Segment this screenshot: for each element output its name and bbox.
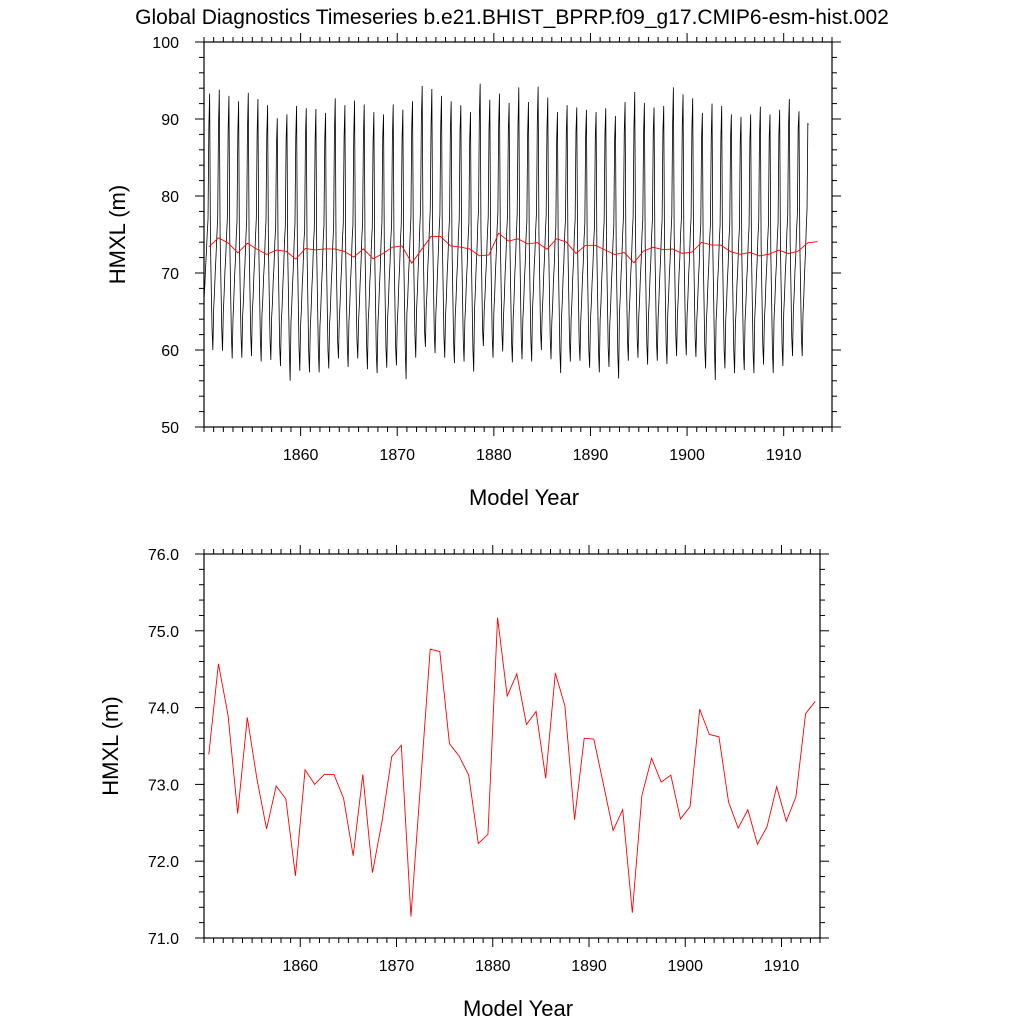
x-tick-label: 1860 [283, 447, 319, 464]
y-tick-label: 60 [161, 343, 179, 360]
tick-marks [195, 545, 829, 947]
x-tick-label: 1910 [766, 447, 802, 464]
y-tick-label: 73.0 [148, 777, 179, 794]
x-tick-label: 1900 [669, 447, 705, 464]
y-tick-label: 72.0 [148, 854, 179, 871]
x-tick-label: 1900 [667, 958, 703, 975]
x-tick-label: 1880 [476, 447, 512, 464]
y-axis-label: HMXL (m) [98, 696, 123, 795]
y-tick-label: 76.0 [148, 547, 179, 564]
x-axis-label: Model Year [463, 996, 573, 1021]
x-tick-label: 1910 [764, 958, 800, 975]
y-tick-label: 74.0 [148, 701, 179, 718]
plot-frame [203, 41, 833, 428]
y-axis-label: HMXL (m) [105, 185, 130, 284]
plot-frame [203, 553, 821, 939]
x-axis-label: Model Year [469, 485, 579, 510]
chart-title: Global Diagnostics Timeseries b.e21.BHIS… [135, 6, 889, 29]
x-tick-label: 1890 [571, 958, 607, 975]
x-tick-label: 1860 [282, 958, 318, 975]
y-tick-label: 50 [161, 420, 179, 437]
y-tick-label: 90 [161, 112, 179, 129]
y-tick-label: 80 [161, 189, 179, 206]
series-line-annual [208, 232, 818, 264]
series-line-annual [208, 617, 816, 917]
y-tick-label: 70 [161, 266, 179, 283]
tick-marks [195, 33, 841, 436]
x-tick-label: 1880 [475, 958, 511, 975]
x-tick-label: 1890 [573, 447, 609, 464]
y-tick-label: 75.0 [148, 624, 179, 641]
y-tick-label: 71.0 [148, 931, 179, 948]
series-line-monthly [204, 83, 809, 381]
x-tick-label: 1870 [379, 447, 415, 464]
timeseries-panel-monthly: 1860 1870 1880 1890 1900 1910 50 60 70 80 90 100 Mod… [105, 33, 841, 510]
y-tick-label: 100 [152, 35, 179, 52]
x-tick-label: 1870 [379, 958, 415, 975]
timeseries-panel-annual: 1860 1870 1880 1890 1900 1910 71.0 72.0 73.0 74.0… [98, 545, 829, 1021]
